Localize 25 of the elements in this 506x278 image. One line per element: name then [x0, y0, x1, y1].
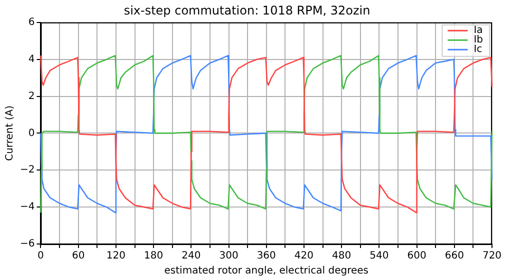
y-tick-label: 2: [28, 90, 35, 102]
x-tick-label: 0: [38, 250, 44, 262]
x-tick-label: 480: [332, 250, 352, 262]
x-tick-label: 120: [106, 250, 126, 262]
x-tick-label: 240: [182, 250, 201, 262]
x-axis-title: estimated rotor angle, electrical degrees: [164, 266, 368, 277]
x-tick-label: 360: [256, 250, 276, 262]
legend-label: Ic: [474, 44, 482, 56]
legend-label: Ib: [474, 34, 483, 46]
y-tick-label: −4: [20, 202, 35, 213]
x-tick-label: 180: [144, 250, 164, 262]
y-tick-label: −2: [20, 164, 35, 176]
x-tick-label: 60: [72, 250, 85, 262]
chart-title: six-step commutation: 1018 RPM, 32ozin: [124, 3, 370, 18]
x-tick-label: 420: [294, 250, 314, 262]
y-tick-label: 6: [28, 16, 35, 28]
x-tick-label: 300: [219, 250, 238, 262]
x-tick-label: 540: [370, 250, 389, 262]
y-tick-label: 4: [28, 54, 35, 65]
y-tick-label: 0: [28, 128, 35, 139]
x-tick-label: 600: [407, 250, 426, 262]
x-tick-label: 660: [444, 250, 464, 262]
y-axis-title: Current (A): [4, 105, 16, 161]
x-tick-label: 720: [482, 250, 502, 262]
y-tick-label: −6: [20, 238, 35, 250]
